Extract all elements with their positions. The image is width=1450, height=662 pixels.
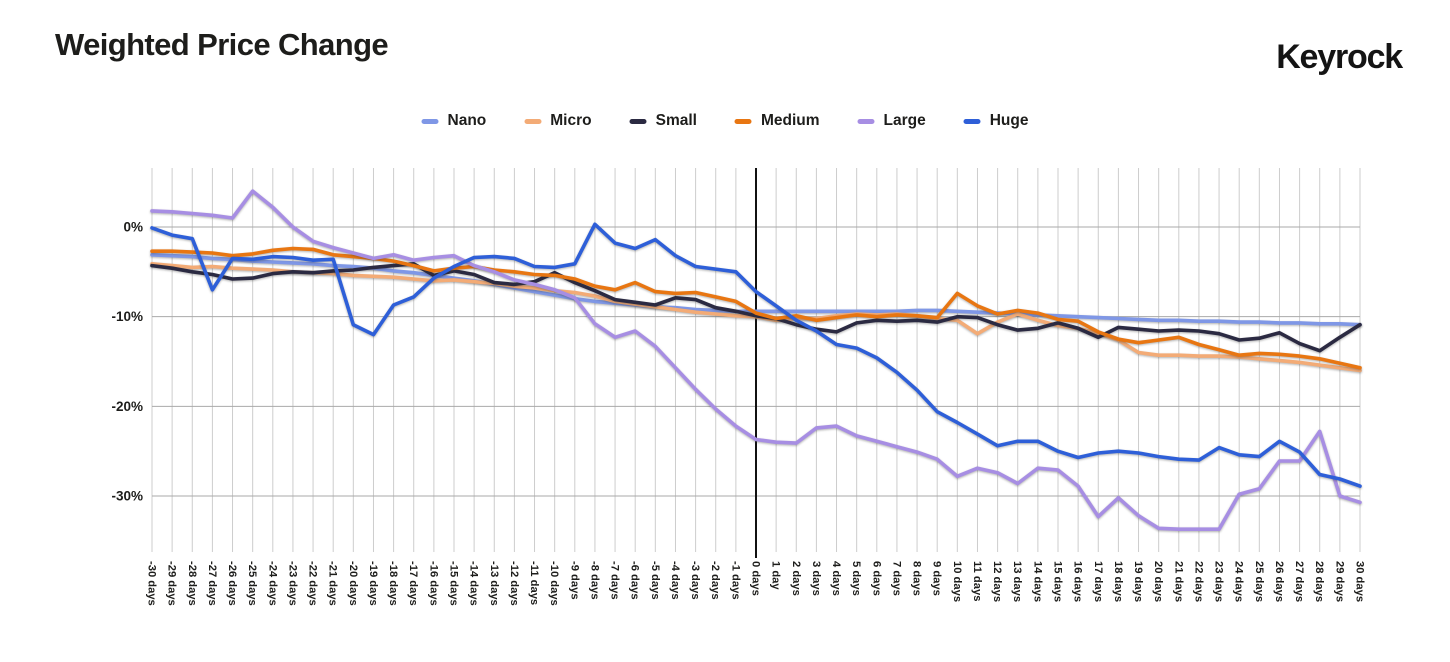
- x-axis-tick-label: 10 days: [951, 561, 963, 602]
- x-axis-tick-label: -3 days: [689, 561, 701, 600]
- legend-swatch-micro: [524, 118, 542, 124]
- legend-label: Huge: [989, 112, 1029, 129]
- legend-item-medium[interactable]: Medium: [734, 112, 820, 130]
- x-axis-tick-label: 30 days: [1354, 561, 1366, 602]
- x-axis-tick-label: 8 days: [911, 561, 923, 596]
- legend-item-nano[interactable]: Nano: [421, 112, 487, 130]
- x-axis-tick-label: 15 days: [1052, 561, 1064, 602]
- x-axis-tick-label: -5 days: [649, 561, 661, 600]
- x-axis-tick-label: -29 days: [166, 561, 178, 606]
- x-axis-tick-label: 12 days: [991, 561, 1003, 602]
- legend-swatch-medium: [734, 118, 752, 124]
- legend-item-huge[interactable]: Huge: [963, 112, 1029, 130]
- x-axis-tick-label: -4 days: [669, 561, 681, 600]
- x-axis-tick-label: 25 days: [1253, 561, 1265, 602]
- x-axis-tick-label: -7 days: [609, 561, 621, 600]
- legend-item-micro[interactable]: Micro: [524, 112, 592, 130]
- series-line-small: [150, 261, 1362, 353]
- x-axis-tick-label: -23 days: [286, 561, 298, 606]
- x-axis-tick-label: -28 days: [186, 561, 198, 606]
- x-axis-tick-label: -8 days: [588, 561, 600, 600]
- x-axis-tick-label: -13 days: [488, 561, 500, 606]
- legend-swatch-nano: [421, 118, 439, 124]
- x-axis-tick-label: 0 days: [750, 561, 762, 596]
- y-axis-tick-label: -30%: [111, 489, 143, 504]
- x-axis-tick-label: -30 days: [146, 561, 158, 606]
- x-axis-tick-label: 22 days: [1192, 561, 1204, 602]
- legend-label: Medium: [760, 112, 820, 129]
- x-axis-tick-label: 23 days: [1213, 561, 1225, 602]
- chart-legend: Nano Micro Small Medium Large Huge: [421, 112, 1029, 130]
- x-axis-tick-label: 14 days: [1031, 561, 1043, 602]
- x-axis-tick-label: -10 days: [548, 561, 560, 606]
- y-axis-tick-label: 0%: [123, 220, 143, 235]
- legend-item-large[interactable]: Large: [857, 112, 926, 130]
- series-line-large: [150, 189, 1362, 532]
- x-axis-tick-label: 9 days: [931, 561, 943, 596]
- x-axis-tick-label: -2 days: [709, 561, 721, 600]
- x-axis-tick-label: -6 days: [629, 561, 641, 600]
- page-title: Weighted Price Change: [55, 27, 389, 62]
- x-axis-tick-label: -17 days: [407, 561, 419, 606]
- x-axis-tick-label: 4 days: [830, 561, 842, 596]
- x-axis-tick-label: -18 days: [387, 561, 399, 606]
- x-axis-tick-label: 21 days: [1172, 561, 1184, 602]
- x-axis-tick-label: 3 days: [810, 561, 822, 596]
- legend-label: Large: [883, 112, 926, 129]
- x-axis-tick-label: -16 days: [427, 561, 439, 606]
- x-axis-tick-label: -1 days: [729, 561, 741, 600]
- x-axis-tick-label: 6 days: [870, 561, 882, 596]
- x-axis-tick-label: 7 days: [890, 561, 902, 596]
- x-axis-tick-label: -20 days: [347, 561, 359, 606]
- y-axis-tick-label: -10%: [111, 309, 143, 324]
- legend-swatch-large: [857, 118, 875, 124]
- legend-label: Micro: [550, 112, 592, 129]
- x-axis-tick-label: 26 days: [1273, 561, 1285, 602]
- x-axis-tick-label: 20 days: [1152, 561, 1164, 602]
- series-line-medium: [150, 246, 1362, 370]
- x-axis-tick-label: -25 days: [246, 561, 258, 606]
- x-axis-tick-label: -15 days: [448, 561, 460, 606]
- legend-swatch-huge: [963, 118, 981, 124]
- x-axis-tick-label: 5 days: [850, 561, 862, 596]
- x-axis-tick-label: -24 days: [266, 561, 278, 606]
- keyrock-logo: Keyrock: [1276, 38, 1403, 76]
- x-axis-tick-label: 29 days: [1333, 561, 1345, 602]
- x-axis-tick-label: 19 days: [1132, 561, 1144, 602]
- x-axis-tick-label: 24 days: [1233, 561, 1245, 602]
- x-axis-tick-label: -14 days: [468, 561, 480, 606]
- x-axis-tick-label: 16 days: [1072, 561, 1084, 602]
- legend-item-small[interactable]: Small: [629, 112, 697, 130]
- y-axis-tick-label: -20%: [111, 399, 143, 414]
- legend-swatch-small: [629, 118, 647, 124]
- x-axis-tick-label: 18 days: [1112, 561, 1124, 602]
- x-axis-tick-label: 27 days: [1293, 561, 1305, 602]
- x-axis-tick-label: -26 days: [226, 561, 238, 606]
- x-axis-tick-label: -11 days: [528, 561, 540, 605]
- x-axis-tick-label: -27 days: [206, 561, 218, 606]
- x-axis-tick-label: 2 days: [790, 561, 802, 596]
- x-axis-tick-label: -22 days: [307, 561, 319, 606]
- x-axis-tick-label: 1 day: [770, 561, 782, 590]
- x-axis-tick-label: -21 days: [327, 561, 339, 606]
- legend-label: Nano: [447, 112, 487, 129]
- series-line-huge: [150, 222, 1362, 488]
- x-axis-tick-label: 17 days: [1092, 561, 1104, 602]
- x-axis-tick-label: 13 days: [1011, 561, 1023, 602]
- x-axis-tick-label: -12 days: [508, 561, 520, 606]
- x-axis-tick-label: -9 days: [568, 561, 580, 600]
- x-axis-tick-label: 11 days: [971, 561, 983, 601]
- x-axis-tick-label: -19 days: [367, 561, 379, 606]
- x-axis-tick-label: 28 days: [1313, 561, 1325, 602]
- legend-label: Small: [655, 112, 697, 129]
